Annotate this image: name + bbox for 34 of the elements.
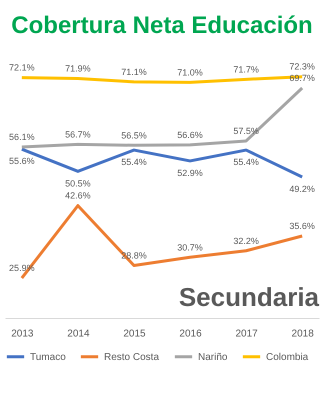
- data-label: 56.7%: [65, 129, 91, 140]
- data-label: 71.0%: [177, 67, 203, 78]
- x-tick-label: 2014: [67, 328, 90, 340]
- data-label: 56.1%: [9, 132, 35, 142]
- legend-label: Resto Costa: [104, 352, 160, 363]
- data-label: 49.2%: [289, 184, 315, 194]
- text: Secundaria: [178, 282, 320, 312]
- data-label: 55.4%: [121, 157, 147, 168]
- data-label: 30.7%: [177, 242, 203, 252]
- data-label: 55.4%: [233, 157, 259, 168]
- x-tick-label: 2018: [292, 328, 314, 340]
- data-label: 52.9%: [177, 168, 203, 178]
- data-label: 71.1%: [121, 66, 147, 77]
- x-tick-label: 2013: [11, 328, 34, 340]
- data-label: 71.7%: [233, 64, 259, 74]
- data-label: 35.6%: [289, 220, 315, 231]
- data-label: 72.3%: [289, 62, 315, 72]
- data-label: 72.1%: [9, 62, 35, 73]
- legend-label: Colombia: [266, 352, 309, 363]
- data-label: 42.6%: [65, 190, 91, 201]
- legend-label: Tumaco: [30, 352, 66, 363]
- data-label: 56.5%: [121, 130, 147, 140]
- legend-label: Nariño: [198, 352, 228, 363]
- data-label: 69.7%: [289, 73, 315, 83]
- data-label: 57.5%: [233, 126, 259, 136]
- data-label: 71.9%: [65, 63, 91, 74]
- x-tick-label: 2016: [179, 328, 202, 340]
- data-label: 32.2%: [233, 236, 259, 246]
- x-tick-label: 2015: [123, 328, 146, 340]
- data-label: 50.5%: [65, 178, 91, 188]
- chart-title: Cobertura Neta Educación: [11, 12, 313, 39]
- data-label: 55.6%: [9, 156, 35, 166]
- data-label: 56.6%: [177, 130, 203, 140]
- x-tick-label: 2017: [235, 328, 258, 340]
